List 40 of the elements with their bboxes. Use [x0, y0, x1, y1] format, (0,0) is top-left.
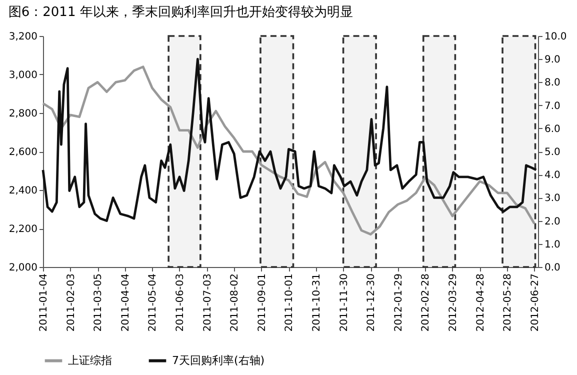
x-tick-label: 2012-03-29	[448, 274, 459, 332]
x-tick-label: 2011-06-03	[174, 274, 186, 332]
y-tick-label: 3,200	[8, 32, 38, 42]
x-tick-label: 2011-07-03	[202, 274, 214, 332]
y-tick-label: 2,400	[8, 186, 38, 196]
y2-tick-label: 6.0	[544, 124, 560, 135]
y-tick-label: 2,000	[8, 262, 38, 274]
x-tick-label: 2011-08-02	[230, 274, 241, 332]
x-tick-label: 2011-05-04	[148, 274, 159, 332]
y2-tick-label: 8.0	[544, 78, 560, 89]
x-tick-label: 2012-06-27	[530, 274, 541, 332]
y-tick-label: 2,200	[8, 224, 38, 235]
x-tick-label: 2011-10-31	[311, 274, 322, 332]
x-tick-label: 2011-10-01	[284, 274, 296, 332]
y-tick-label: 2,600	[8, 147, 38, 158]
x-tick-label: 2011-01-04	[38, 274, 50, 332]
y2-tick-label: 5.0	[544, 147, 560, 158]
y2-tick-label: 9.0	[544, 54, 560, 66]
chart-title: 图6：2011 年以来，季末回购利率回升也开始变得较为明显	[8, 4, 353, 20]
x-tick-label: 2011-04-04	[120, 274, 132, 332]
x-tick-label: 2012-02-28	[420, 274, 432, 332]
x-tick-label: 2011-09-01	[256, 274, 268, 332]
x-tick-label: 2011-02-03	[66, 274, 77, 332]
x-tick-label: 2012-01-29	[393, 274, 404, 332]
legend-label: 上证综指	[68, 354, 112, 367]
y2-tick-label: 10.0	[544, 32, 567, 42]
x-tick-label: 2011-11-30	[338, 274, 350, 332]
y2-tick-label: 2.0	[544, 216, 560, 228]
x-tick-label: 2012-05-28	[502, 274, 514, 332]
y2-tick-label: 3.0	[544, 193, 560, 204]
y-tick-label: 3,000	[8, 70, 38, 81]
x-tick-label: 2012-04-28	[475, 274, 486, 332]
y2-tick-label: 4.0	[544, 170, 560, 182]
y2-tick-label: 1.0	[544, 239, 560, 250]
y-tick-label: 2,800	[8, 108, 38, 120]
x-tick-label: 2011-12-30	[366, 274, 378, 332]
y2-tick-label: 0.0	[544, 262, 560, 274]
y2-tick-label: 7.0	[544, 100, 560, 112]
x-tick-label: 2011-03-05	[93, 274, 104, 332]
legend-label: 7天回购利率(右轴)	[172, 354, 265, 367]
